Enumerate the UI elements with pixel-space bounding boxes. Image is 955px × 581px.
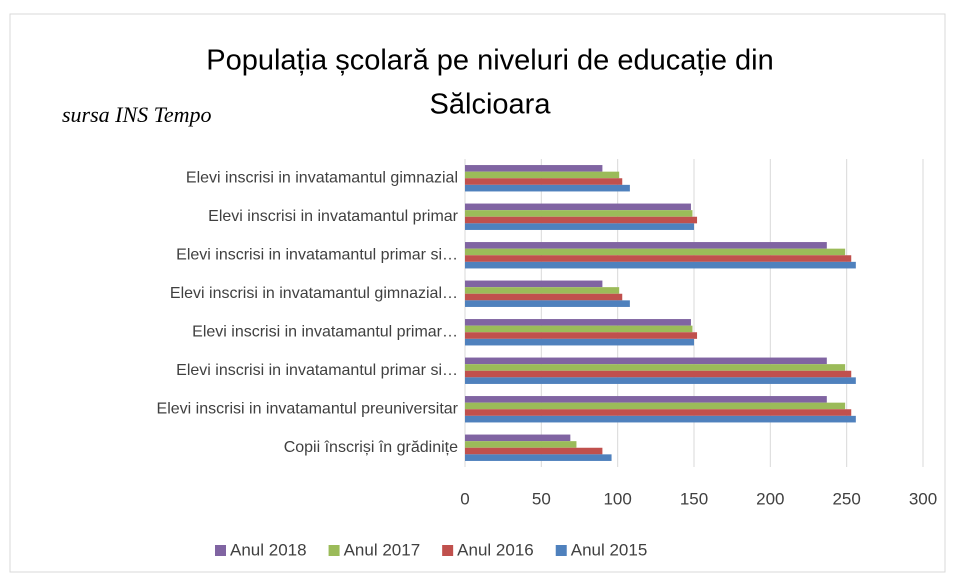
- bar: [465, 261, 856, 269]
- y-tick-label: Copii înscriși în grădinițe: [284, 439, 458, 456]
- legend-label: Anul 2017: [344, 540, 421, 559]
- bar: [465, 287, 620, 294]
- source-note: sursa INS Tempo: [62, 102, 212, 127]
- y-tick-label: Elevi inscrisi in invatamantul primar si…: [176, 246, 458, 263]
- bar: [465, 319, 691, 326]
- x-tick-label: 100: [603, 489, 631, 508]
- bar: [465, 280, 603, 288]
- y-tick-label: Elevi inscrisi in invatamantul preuniver…: [157, 400, 459, 417]
- bar: [465, 415, 856, 423]
- x-tick-label: 150: [680, 489, 708, 508]
- bar: [465, 300, 630, 307]
- bar: [465, 402, 846, 410]
- legend-label: Anul 2015: [571, 540, 648, 559]
- bar: [465, 178, 623, 185]
- x-tick-label: 250: [832, 489, 860, 508]
- bar: [465, 255, 852, 262]
- bar: [465, 434, 571, 442]
- legend-swatch: [328, 545, 340, 556]
- x-tick-label: 0: [460, 489, 469, 508]
- y-tick-label: Elevi inscrisi in invatamantul primar: [208, 208, 459, 225]
- bar: [465, 325, 693, 333]
- bar: [465, 338, 694, 346]
- legend-label: Anul 2016: [457, 540, 534, 559]
- legend-swatch: [442, 545, 454, 556]
- legend-label: Anul 2018: [230, 540, 307, 559]
- bar: [465, 165, 603, 172]
- legend-swatch: [215, 545, 226, 556]
- bar: [465, 370, 852, 378]
- bar: [465, 409, 852, 416]
- bar: [465, 364, 846, 371]
- bar: [465, 332, 698, 339]
- bar: [465, 223, 694, 230]
- bar: [465, 377, 856, 384]
- bar: [465, 248, 846, 256]
- chart-title-line2: Sălcioara: [430, 89, 552, 121]
- x-tick-label: 200: [756, 489, 784, 508]
- y-tick-label: Elevi inscrisi in invatamantul gimnazial: [186, 169, 458, 186]
- bar: [465, 242, 827, 249]
- bar: [465, 171, 620, 179]
- bar: [465, 441, 577, 448]
- bar: [465, 396, 827, 403]
- x-tick-label: 300: [909, 489, 937, 508]
- bar: [465, 357, 827, 365]
- chart-title: Populația școlară pe niveluri de educați…: [206, 45, 773, 77]
- y-tick-label: Elevi inscrisi in invatamantul primar…: [192, 323, 458, 340]
- y-tick-label: Elevi inscrisi in invatamantul primar si…: [176, 362, 458, 379]
- bar: [465, 293, 623, 301]
- legend: Anul 2018 Anul 2017 Anul 2016 Anul 2015: [215, 540, 647, 559]
- bar: [465, 210, 693, 217]
- bar: [465, 447, 603, 455]
- bar: [465, 203, 691, 211]
- legend-swatch: [555, 545, 567, 556]
- bar: [465, 184, 630, 192]
- y-tick-label: Elevi inscrisi in invatamantul gimnazial…: [170, 285, 458, 302]
- x-tick-label: 50: [532, 489, 551, 508]
- bar: [465, 454, 612, 461]
- bar: [465, 216, 698, 224]
